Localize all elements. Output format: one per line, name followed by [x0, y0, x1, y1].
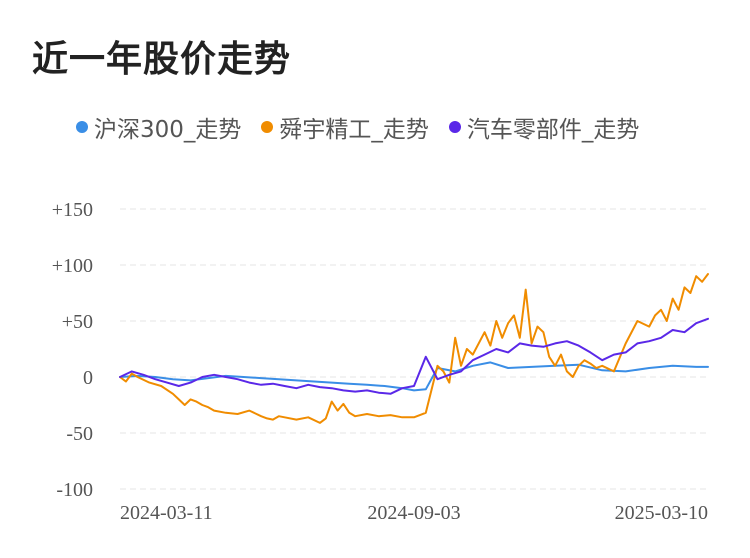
legend-item-auto-parts[interactable]: 汽车零部件_走势	[448, 110, 640, 144]
series-line-2	[119, 317, 709, 395]
legend-item-shunyu[interactable]: 舜宇精工_走势	[261, 110, 429, 144]
legend-dot-auto-parts	[448, 121, 461, 133]
x-tick-label: 2025-03-10	[615, 502, 708, 524]
legend-label-auto-parts: 汽车零部件_走势	[466, 117, 640, 143]
series-line-1	[119, 273, 709, 424]
x-tick-label: 2024-03-11	[120, 502, 213, 524]
x-tick-label: 2024-09-03	[367, 502, 460, 524]
y-tick-label: -100	[56, 479, 93, 501]
legend-dot-hs300	[76, 121, 88, 133]
legend-dot-shunyu	[261, 121, 274, 133]
y-tick-label: +50	[62, 311, 93, 333]
y-tick-label: +150	[52, 199, 93, 221]
legend-item-hs300[interactable]: 沪深300_走势	[76, 110, 241, 144]
y-tick-label: 0	[83, 367, 93, 389]
legend: 沪深300_走势 舜宇精工_走势 汽车零部件_走势	[76, 110, 639, 144]
chart-title: 近一年股价走势	[32, 39, 292, 80]
legend-label-hs300: 沪深300_走势	[94, 117, 242, 143]
y-tick-label: +100	[52, 255, 93, 277]
legend-label-shunyu: 舜宇精工_走势	[279, 117, 429, 143]
y-tick-label: -50	[66, 423, 93, 445]
